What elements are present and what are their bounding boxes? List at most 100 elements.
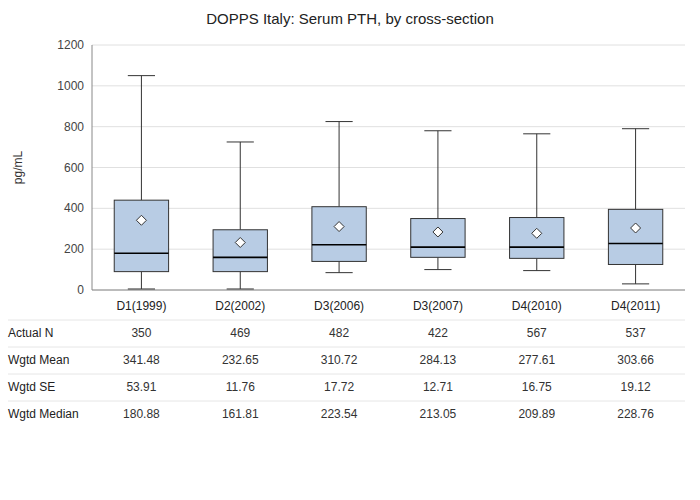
whisker-low	[240, 272, 241, 289]
table-cell: 161.81	[222, 407, 259, 421]
median-line	[312, 244, 366, 246]
y-tick-label: 0	[77, 283, 84, 297]
cap-low	[128, 288, 155, 289]
box	[312, 207, 366, 262]
box	[213, 230, 267, 272]
box-group	[608, 129, 662, 284]
cap-high	[523, 133, 550, 134]
table-cell: 19.12	[621, 380, 651, 394]
title: DOPPS Italy: Serum PTH, by cross-section	[206, 10, 494, 27]
mean-marker	[631, 223, 641, 233]
table-cell: 17.72	[324, 380, 354, 394]
mean-marker	[235, 238, 245, 248]
y-tick-label: 800	[64, 120, 84, 134]
x-tick-label: D3(2007)	[413, 299, 463, 313]
cap-high	[622, 128, 649, 129]
marks	[114, 76, 663, 289]
table-row-separator	[8, 374, 685, 375]
grid-line	[92, 249, 685, 250]
whisker-high	[339, 122, 340, 207]
table-cell: 12.71	[423, 380, 453, 394]
y-axis-line	[92, 45, 93, 290]
chart-container: DOPPS Italy: Serum PTH, by cross-section…	[0, 0, 700, 500]
grid-line	[92, 290, 685, 291]
cap-low	[424, 269, 451, 270]
grid-line	[92, 85, 685, 86]
table-cell: 223.54	[321, 407, 358, 421]
cap-low	[523, 270, 550, 271]
cap-low	[227, 288, 254, 289]
mean-marker	[433, 227, 443, 237]
table-cell: 232.65	[222, 353, 259, 367]
mean-marker	[532, 228, 542, 238]
table: Actual N350469482422567537Wgtd Mean341.4…	[8, 320, 685, 421]
y-tick-label: 200	[64, 242, 84, 256]
cap-high	[325, 121, 352, 122]
median-line	[510, 246, 564, 248]
box	[608, 209, 662, 264]
table-cell: 482	[329, 326, 349, 340]
chart: DOPPS Italy: Serum PTH, by cross-section…	[0, 0, 700, 500]
cap-high	[227, 141, 254, 142]
box	[411, 219, 465, 258]
box-group	[312, 122, 366, 273]
cap-low	[622, 283, 649, 284]
table-cell: 180.88	[123, 407, 160, 421]
median-line	[213, 257, 267, 259]
y-tick-label: 600	[64, 161, 84, 175]
y-tick-label: 1200	[57, 38, 84, 52]
cap-low	[325, 272, 352, 273]
cap-high	[424, 130, 451, 131]
whisker-high	[536, 134, 537, 218]
box	[510, 218, 564, 259]
box-group	[510, 134, 564, 271]
whisker-high	[635, 129, 636, 210]
table-cell: 11.76	[226, 380, 255, 394]
table-row-label: Actual N	[8, 326, 53, 340]
x-tick-label: D4(2011)	[611, 299, 660, 313]
box-group	[411, 131, 465, 270]
table-row-separator	[8, 401, 685, 402]
table-cell: 310.72	[321, 353, 358, 367]
table-cell: 228.76	[617, 407, 654, 421]
whisker-low	[339, 261, 340, 272]
table-cell: 303.66	[617, 353, 654, 367]
x-tick-label: D4(2010)	[512, 299, 562, 313]
x-axis-line	[92, 290, 685, 291]
grid	[92, 45, 685, 290]
x-tick-label: D1(1999)	[116, 299, 166, 313]
table-cell: 422	[428, 326, 448, 340]
table-cell: 277.61	[518, 353, 555, 367]
table-row-separator	[8, 347, 685, 348]
whisker-low	[141, 272, 142, 289]
table-row-label: Wgtd Median	[8, 407, 79, 421]
grid-line	[92, 45, 685, 46]
table-cell: 209.89	[518, 407, 555, 421]
table-row-label: Wgtd Mean	[8, 353, 69, 367]
whisker-high	[437, 131, 438, 219]
table-cell: 350	[131, 326, 151, 340]
x-tick-label: D3(2006)	[314, 299, 364, 313]
median-line	[608, 243, 662, 245]
median-line	[114, 252, 168, 254]
table-cell: 469	[230, 326, 250, 340]
median-line	[411, 246, 465, 248]
whisker-low	[536, 258, 537, 270]
table-cell: 341.48	[123, 353, 160, 367]
mean-marker	[334, 222, 344, 232]
y-tick-label: 400	[64, 201, 84, 215]
cap-high	[128, 75, 155, 76]
mean-marker	[136, 215, 146, 225]
table-cell: 213.05	[420, 407, 457, 421]
table-row-separator	[8, 320, 685, 321]
grid-line	[92, 126, 685, 127]
y-axis-label: pg/mL	[11, 151, 25, 185]
y-tick-label: 1000	[57, 79, 84, 93]
table-cell: 567	[527, 326, 547, 340]
grid-line	[92, 208, 685, 209]
whisker-low	[437, 257, 438, 269]
box-group	[114, 76, 168, 289]
table-cell: 16.75	[522, 380, 552, 394]
whisker-high	[240, 142, 241, 230]
table-row-label: Wgtd SE	[8, 380, 55, 394]
